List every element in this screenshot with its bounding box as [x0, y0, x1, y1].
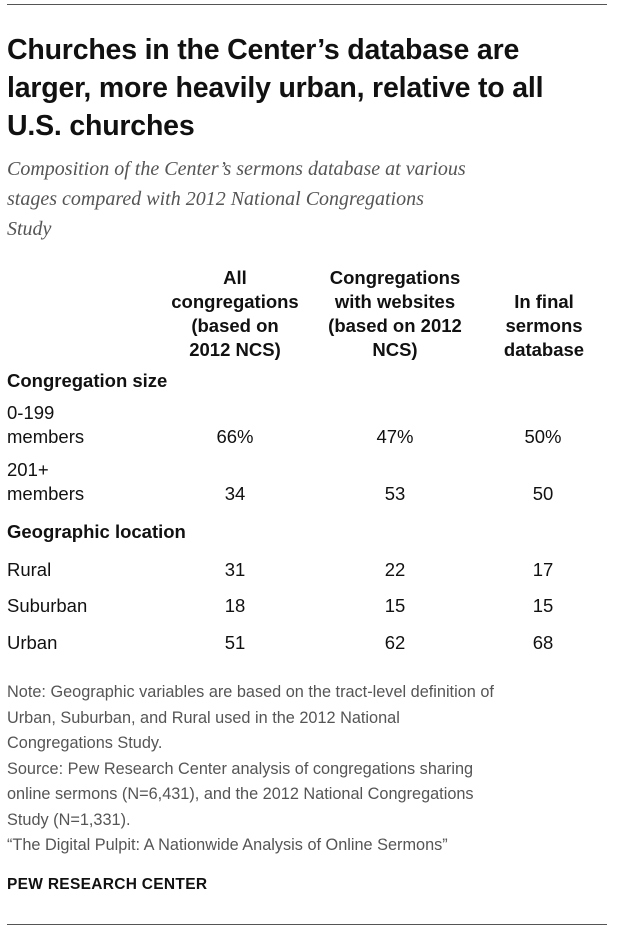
- column-header-line: (based on: [191, 315, 279, 336]
- column-header-line: 2012 NCS): [189, 339, 281, 360]
- row-label-line: 201+: [7, 459, 49, 480]
- column-header-line: (based on 2012: [328, 315, 462, 336]
- bottom-rule: [7, 924, 607, 925]
- cell-value: 47%: [376, 426, 414, 447]
- note-line: Congregations Study.: [7, 734, 163, 752]
- column-header-line: All: [223, 267, 247, 288]
- cell-value: 51: [224, 632, 246, 653]
- row-label-suburban: Suburban: [7, 594, 137, 618]
- subtitle-line: Study: [7, 218, 52, 240]
- title-line: U.S. churches: [7, 110, 195, 142]
- column-header-with-websites: Congregations with websites (based on 20…: [312, 266, 478, 362]
- top-rule: [7, 4, 607, 5]
- section-header-geographic-location: Geographic location: [7, 521, 186, 542]
- cell-value: 66%: [216, 426, 254, 447]
- cell-value: 50: [532, 483, 554, 504]
- column-header-line: with websites: [334, 291, 456, 312]
- cell-value: 53: [384, 483, 406, 504]
- title-line: Churches in the Center’s database are: [7, 34, 520, 66]
- brand-wordmark: PEW RESEARCH CENTER: [7, 876, 208, 893]
- subtitle-line: stages compared with 2012 National Congr…: [7, 188, 424, 210]
- cell-value: 31: [224, 559, 246, 580]
- source-line: Study (N=1,331).: [7, 810, 131, 829]
- note-and-source: Note: Geographic variables are based on …: [7, 680, 617, 859]
- row-label-urban: Urban: [7, 631, 137, 655]
- cell-value: 15: [532, 595, 554, 616]
- row-label-rural: Rural: [7, 558, 137, 582]
- row-label-0-199-members: 0-199 members: [7, 401, 137, 449]
- row-label-line: Rural: [7, 559, 52, 580]
- subtitle-line: Composition of the Center’s sermons data…: [7, 158, 466, 180]
- cell-value: 34: [224, 483, 246, 504]
- column-header-line: In final: [514, 291, 574, 312]
- column-header-line: congregations: [171, 291, 299, 312]
- note-line: Note: Geographic variables are based on …: [7, 683, 494, 701]
- column-header-line: NCS): [372, 339, 418, 360]
- cell-value: 17: [532, 559, 554, 580]
- report-title-line: “The Digital Pulpit: A Nationwide Analys…: [7, 836, 448, 854]
- column-header-line: sermons: [505, 315, 583, 336]
- cell-value: 15: [384, 595, 406, 616]
- cell-value: 50%: [524, 426, 562, 447]
- note-line: Urban, Suburban, and Rural used in the 2…: [7, 708, 400, 727]
- title-line: larger, more heavily urban, relative to …: [7, 72, 544, 104]
- row-label-line: Suburban: [7, 595, 88, 616]
- column-header-line: Congregations: [329, 267, 461, 288]
- row-label-line: members: [7, 426, 85, 447]
- source-line: online sermons (N=6,431), and the 2012 N…: [7, 785, 474, 803]
- column-header-all-congregations: All congregations (based on 2012 NCS): [160, 266, 310, 362]
- row-label-line: members: [7, 483, 85, 504]
- cell-value: 62: [384, 632, 406, 653]
- source-line: Source: Pew Research Center analysis of …: [7, 759, 474, 778]
- cell-value: 18: [224, 595, 246, 616]
- row-label-line: 0-199: [7, 402, 55, 423]
- cell-value: 22: [384, 559, 406, 580]
- subtitle: Composition of the Center’s sermons data…: [7, 154, 607, 244]
- column-header-final-database: In final sermons database: [480, 290, 608, 362]
- row-label-201-members: 201+ members: [7, 458, 137, 506]
- column-header-line: database: [503, 339, 585, 360]
- cell-value: 68: [532, 632, 554, 653]
- row-label-line: Urban: [7, 632, 58, 653]
- page-title: Churches in the Center’s database are la…: [7, 31, 615, 145]
- section-header-congregation-size: Congregation size: [7, 370, 168, 391]
